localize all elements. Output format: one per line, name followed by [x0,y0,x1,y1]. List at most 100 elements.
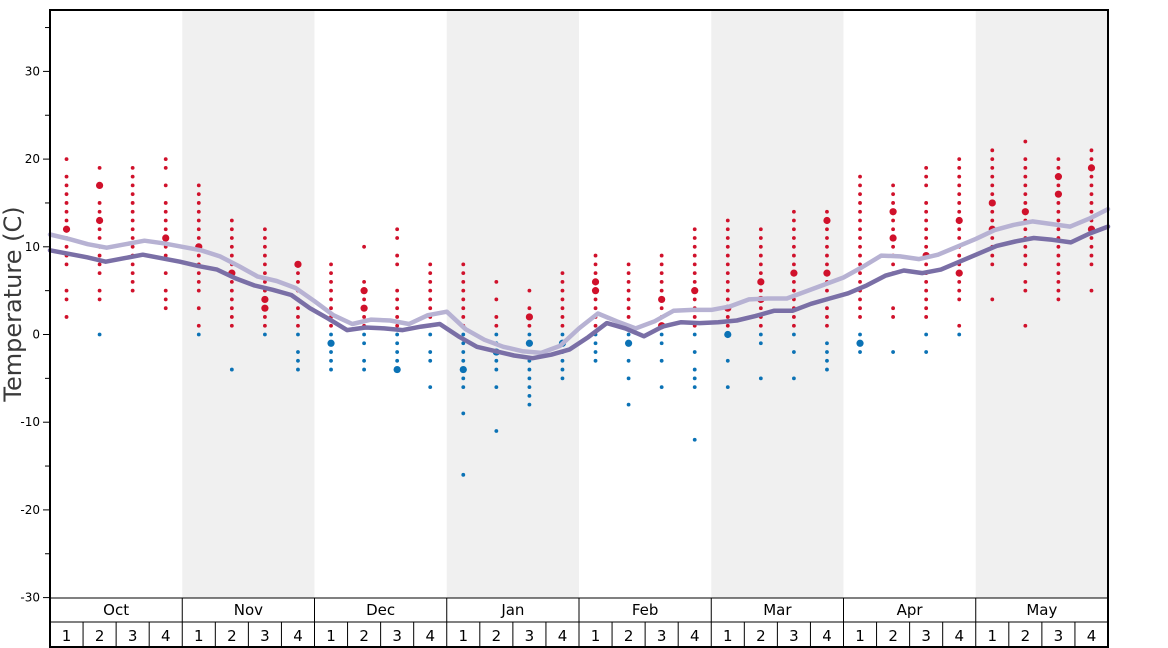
temp-dot [296,306,300,311]
temp-dot [858,236,862,240]
temp-dot [461,376,466,381]
temp-dot [626,262,631,267]
temp-dot-frequent [1087,164,1096,172]
week-label: 2 [227,627,237,645]
temp-dot [362,358,366,363]
temp-dot [990,218,995,223]
temp-dot [64,192,69,197]
temp-dot [957,157,962,162]
temp-dot [130,244,135,249]
temp-dot [725,288,730,293]
temp-dot [1023,253,1028,258]
temp-dot [758,323,763,328]
temp-dot [924,279,929,284]
temp-dot [461,315,466,319]
temp-dot [891,350,895,354]
temp-dot [792,209,796,214]
temp-dot [560,315,565,319]
month-band-may [975,10,1108,598]
temp-dot [825,236,829,240]
temp-dot [329,350,333,354]
temp-dot [527,323,532,328]
temp-dot [494,385,499,390]
temp-dot [825,288,829,293]
temp-dot [825,244,829,249]
temp-dot [229,244,234,249]
week-label: 2 [1021,627,1031,645]
mean_high-line [47,206,1111,356]
temp-dot [428,279,433,284]
temp-dot [461,288,466,293]
temp-dot [891,218,895,223]
week-label: 4 [1087,627,1097,645]
temp-dot [494,367,499,372]
y-tick-label: -20 [20,503,40,517]
temp-dot [1056,209,1061,214]
temp-dot [163,253,168,258]
temp-dot [64,157,69,162]
temp-dot [560,358,565,363]
temp-dot [924,201,929,205]
temp-dot [858,192,862,197]
temp-dot [990,297,995,302]
week-label: 3 [525,627,535,645]
temp-dot [692,376,697,381]
temp-dot [461,341,466,346]
temp-dot [725,244,730,249]
temp-dot [792,376,796,381]
temp-dot [163,183,168,188]
temp-dot [362,341,366,346]
temp-dot [329,262,333,267]
x-axis: Oct Nov Dec Jan Feb Mar Apr May 1 2 3 4 1 2 3 4 1 2 3 4 1 2 3 4… [50,597,1108,647]
temp-dot [163,218,168,223]
week-label: 1 [591,627,601,645]
temp-dot [626,402,631,407]
temp-dot [560,376,565,381]
temp-dot [527,393,532,398]
temp-dot [825,227,829,232]
week-label: 1 [326,627,336,645]
temp-dot [296,367,300,372]
temp-dot-frequent [790,269,798,277]
temp-dot [891,227,895,232]
temp-dot [1023,157,1028,162]
temp-dot [825,253,829,258]
temp-dot [692,367,697,372]
temp-dot [659,358,664,363]
temp-dot [560,288,565,293]
temp-dot [1089,253,1094,258]
temp-dot [130,262,135,267]
temp-dot-frequent [62,225,71,233]
temp-dot [1023,192,1028,197]
temp-dot [1023,262,1028,267]
temp-dot [97,236,102,240]
temp-dot [395,358,400,363]
temp-dot [329,288,333,293]
temp-dot-frequent [889,208,897,216]
temp-dot [395,236,400,240]
temp-dot [858,271,862,276]
temp-dot [957,323,962,328]
temp-dot [428,271,433,276]
temp-dot [924,218,929,223]
temp-dot [527,332,532,337]
temp-dot [725,236,730,240]
temp-dot [692,385,697,390]
temp-dot-frequent [360,287,368,295]
temp-dot-frequent [525,339,534,347]
temp-dot [130,279,135,284]
temp-dot [494,332,499,337]
temp-dot [725,323,730,328]
temp-dot [97,288,102,293]
month-label: Apr [897,601,924,619]
temp-dot [858,332,862,337]
temp-dot [97,165,102,170]
temp-dot [593,358,598,363]
temp-dot [296,358,300,363]
temp-dot [163,271,168,276]
temp-dot [1089,174,1094,179]
temp-dot [626,279,631,284]
temp-dot [626,315,631,319]
temp-dot [64,262,69,267]
